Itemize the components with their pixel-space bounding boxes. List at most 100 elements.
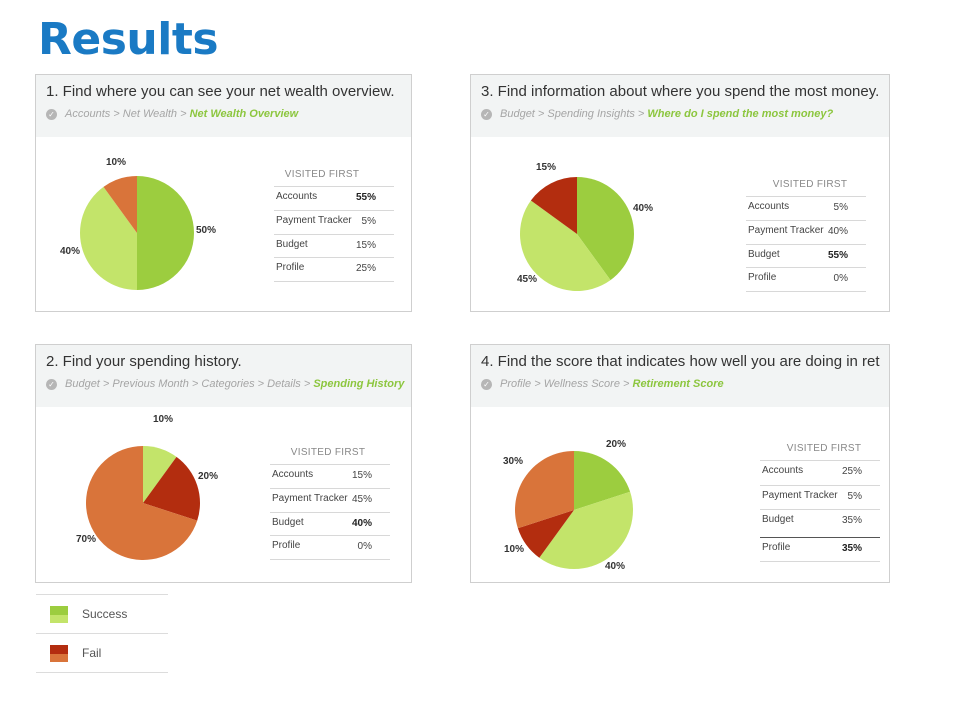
pie-chart xyxy=(515,451,633,569)
row-name: Payment Tracker xyxy=(276,215,352,226)
row-value: 35% xyxy=(841,543,862,554)
slice-label: 20% xyxy=(606,439,627,450)
row-name: Accounts xyxy=(276,191,318,202)
pie-slice-2 xyxy=(517,510,574,558)
breadcrumb-item: Categories xyxy=(201,378,255,390)
slice-label: 70% xyxy=(76,534,97,545)
pie-slice-1 xyxy=(143,456,200,521)
pie-chart xyxy=(86,446,200,560)
table-row: Payment Tracker 45% xyxy=(270,488,390,512)
pie-chart xyxy=(80,176,194,290)
breadcrumb-target: Spending History xyxy=(313,378,405,390)
slice-label: 40% xyxy=(605,561,626,572)
panel-header: 1. Find where you can see your net wealt… xyxy=(36,75,411,137)
breadcrumb-item: Details xyxy=(267,378,301,390)
panel-header: 2. Find your spending history. ✓ Budget … xyxy=(36,345,411,407)
row-name: Budget xyxy=(272,517,304,528)
row-value: 55% xyxy=(827,250,848,261)
row-value: 40% xyxy=(827,226,848,237)
slice-label: 40% xyxy=(633,203,654,214)
row-value: 55% xyxy=(355,192,376,203)
task-panel-1: 1. Find where you can see your net wealt… xyxy=(35,74,412,312)
row-name: Profile xyxy=(276,262,305,273)
table-row: Profile 0% xyxy=(270,535,390,560)
table-row: Payment Tracker 5% xyxy=(274,210,394,234)
table-row: Payment Tracker 5% xyxy=(760,485,880,509)
row-value: 25% xyxy=(355,263,376,274)
pie-slice-1 xyxy=(539,491,633,569)
slice-label: 15% xyxy=(536,162,557,173)
page-title: Results xyxy=(38,14,219,65)
slice-label: 30% xyxy=(503,456,524,467)
row-name: Profile xyxy=(748,272,777,283)
row-name: Accounts xyxy=(272,469,314,480)
check-icon: ✓ xyxy=(481,108,492,120)
breadcrumb-item: Budget xyxy=(65,378,100,390)
breadcrumb-target: Net Wealth Overview xyxy=(189,108,299,120)
breadcrumb: ✓ Budget > Previous Month > Categories >… xyxy=(46,378,404,390)
legend: Success Fail xyxy=(36,594,168,673)
panel-header: 4. Find the score that indicates how wel… xyxy=(471,345,889,407)
slice-label: 10% xyxy=(153,414,174,425)
breadcrumb: ✓ Profile > Wellness Score > Retirement … xyxy=(481,378,724,390)
row-value: 5% xyxy=(361,216,376,227)
table-row: Profile 25% xyxy=(274,257,394,282)
pie-slice-3 xyxy=(515,451,574,529)
table-row: Accounts 15% xyxy=(270,464,390,488)
task-question: 3. Find information about where you spen… xyxy=(481,83,880,100)
row-value: 5% xyxy=(847,491,862,502)
breadcrumb-item: Profile xyxy=(500,378,532,390)
breadcrumb-item: Budget xyxy=(500,108,535,120)
table-row: Payment Tracker 40% xyxy=(746,220,866,244)
table-row: Budget 55% xyxy=(746,244,866,268)
row-value: 15% xyxy=(351,470,372,481)
breadcrumb-item: Previous Month xyxy=(112,378,189,390)
slice-label: 10% xyxy=(504,544,525,555)
swatch-top xyxy=(50,645,68,654)
pie-slice-2 xyxy=(103,176,137,233)
breadcrumb-item: Spending Insights xyxy=(547,108,635,120)
pie-slice-2 xyxy=(86,446,198,560)
row-name: Payment Tracker xyxy=(748,225,824,236)
slice-label: 45% xyxy=(517,274,538,285)
task-question: 4. Find the score that indicates how wel… xyxy=(481,353,880,370)
legend-item-success: Success xyxy=(36,594,168,634)
breadcrumb-item: Accounts xyxy=(65,108,111,120)
row-value: 15% xyxy=(355,240,376,251)
panel-header: 3. Find information about where you spen… xyxy=(471,75,889,137)
fail-swatch xyxy=(50,645,68,662)
task-question: 2. Find your spending history. xyxy=(46,353,242,370)
row-name: Budget xyxy=(748,249,780,260)
slice-label: 50% xyxy=(196,225,217,236)
row-name: Accounts xyxy=(748,201,790,212)
check-icon: ✓ xyxy=(46,108,57,120)
task-panel-4: 4. Find the score that indicates how wel… xyxy=(470,344,890,583)
row-name: Payment Tracker xyxy=(272,493,348,504)
row-value: 45% xyxy=(351,494,372,505)
pie-slice-2 xyxy=(530,177,577,234)
breadcrumb: ✓ Budget > Spending Insights > Where do … xyxy=(481,108,833,120)
pie-slice-1 xyxy=(520,200,611,291)
task-panel-3: 3. Find information about where you spen… xyxy=(470,74,890,312)
legend-item-fail: Fail xyxy=(36,634,168,673)
row-name: Profile xyxy=(762,542,791,553)
slice-label: 40% xyxy=(60,246,81,257)
row-name: Payment Tracker xyxy=(762,490,838,501)
row-name: Budget xyxy=(762,514,794,525)
swatch-bottom xyxy=(50,614,68,623)
breadcrumb-item: Wellness Score xyxy=(543,378,620,390)
breadcrumb-target: Retirement Score xyxy=(632,378,724,390)
table-row: Profile 35% xyxy=(760,537,880,562)
row-name: Budget xyxy=(276,239,308,250)
row-value: 0% xyxy=(833,273,848,284)
table-row: Accounts 25% xyxy=(760,460,880,484)
swatch-bottom xyxy=(50,653,68,662)
row-value: 40% xyxy=(351,518,372,529)
row-name: Profile xyxy=(272,540,301,551)
check-icon: ✓ xyxy=(46,378,57,390)
pie-slice-0 xyxy=(577,177,634,281)
task-panel-2: 2. Find your spending history. ✓ Budget … xyxy=(35,344,412,583)
table-row: Accounts 55% xyxy=(274,186,394,210)
pie-slice-0 xyxy=(137,176,194,290)
slice-label: 10% xyxy=(106,157,127,168)
